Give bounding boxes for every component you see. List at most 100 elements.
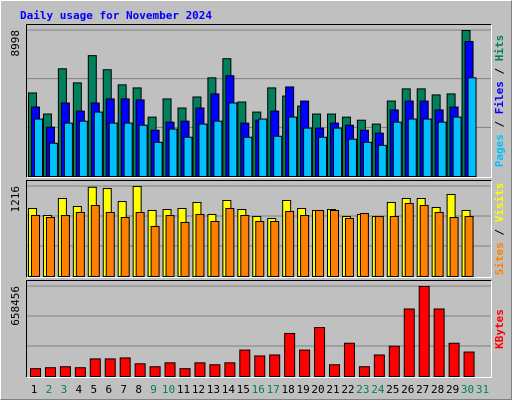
bar [285,211,295,277]
bar [75,211,85,278]
bar [359,213,369,277]
legend-separator: / [493,61,506,81]
bar [403,308,415,377]
bar [195,213,205,277]
x-tick-label: 18 [282,383,295,396]
x-tick-label: 19 [296,383,309,396]
bar [254,355,266,377]
bar [209,364,221,377]
x-tick-label: 11 [177,383,190,396]
bar [168,128,178,177]
bar [303,127,313,177]
x-tick-label: 31 [476,383,489,396]
bar [333,127,342,177]
x-tick-label: 12 [192,383,205,396]
bar [123,122,133,177]
x-tick-label: 27 [416,383,429,396]
bar [463,351,475,378]
bar [449,217,459,278]
bar [318,136,328,177]
bar [183,136,193,177]
bar [138,124,148,178]
bar [59,366,71,377]
panel-border [26,180,492,278]
y-tick-label: 8998 [9,30,22,57]
legend-entry: KBytes [493,309,506,349]
legend-separator: / [493,222,506,242]
x-tick-label: 1 [31,383,38,396]
x-tick-label: 6 [105,383,112,396]
bar [239,349,251,378]
panel-border [26,24,492,178]
x-tick-label: 4 [76,383,83,396]
panel-border [26,280,492,378]
bar [164,362,176,377]
bar [362,141,372,177]
bar [119,357,131,378]
bar [93,111,103,177]
bar [45,217,55,278]
y-tick-label: 1216 [9,186,22,213]
bar [149,366,161,377]
bar [407,118,417,177]
x-tick-label: 24 [371,383,385,396]
bar [288,116,298,178]
x-tick-label: 22 [341,383,354,396]
bar [48,142,58,177]
x-tick-label: 16 [252,383,265,396]
x-tick-label: 9 [150,383,157,396]
legend-entry: Visits [493,183,506,223]
bar [284,332,296,377]
bar [30,368,41,377]
bar [374,215,384,277]
legend-entry: Hits [493,35,506,62]
bar [329,364,340,377]
bar [258,118,268,177]
bar [108,122,118,177]
bar [63,122,73,177]
bar [392,121,402,178]
bar [273,135,283,178]
legend-entry: Sites [493,242,506,275]
bar [228,102,238,177]
bar [120,217,130,278]
bar [464,215,474,277]
bar [135,211,145,278]
bar [179,368,191,377]
legend-entry: Files [493,81,506,114]
bar [180,221,190,278]
bar [78,120,88,178]
bar [150,225,160,277]
x-tick-label: 29 [446,383,459,396]
bar [224,362,236,377]
bar [240,215,250,277]
x-tick-label: 14 [222,383,236,396]
x-tick-label: 26 [401,383,414,396]
legend: KBytes [493,309,506,349]
bar [90,205,100,277]
bar [300,215,310,277]
x-tick-label: 25 [386,383,399,396]
legend-entry: Pages [493,134,506,167]
bar [358,366,370,377]
bar [330,209,339,278]
bar [452,116,462,178]
bar [225,207,235,277]
bar [343,342,355,378]
bar [388,345,400,377]
bar [404,203,414,277]
x-tick-label: 3 [61,383,68,396]
bar [270,221,280,277]
bar [243,136,253,177]
bar [433,308,445,377]
bar [448,342,460,378]
bar [419,205,429,277]
bar [44,367,56,378]
chart-title: Daily usage for November 2024 [20,9,212,22]
bar [314,327,326,378]
y-tick-label: 658456 [9,286,22,326]
x-tick-label: 30 [461,383,474,396]
x-tick-label: 10 [162,383,175,396]
